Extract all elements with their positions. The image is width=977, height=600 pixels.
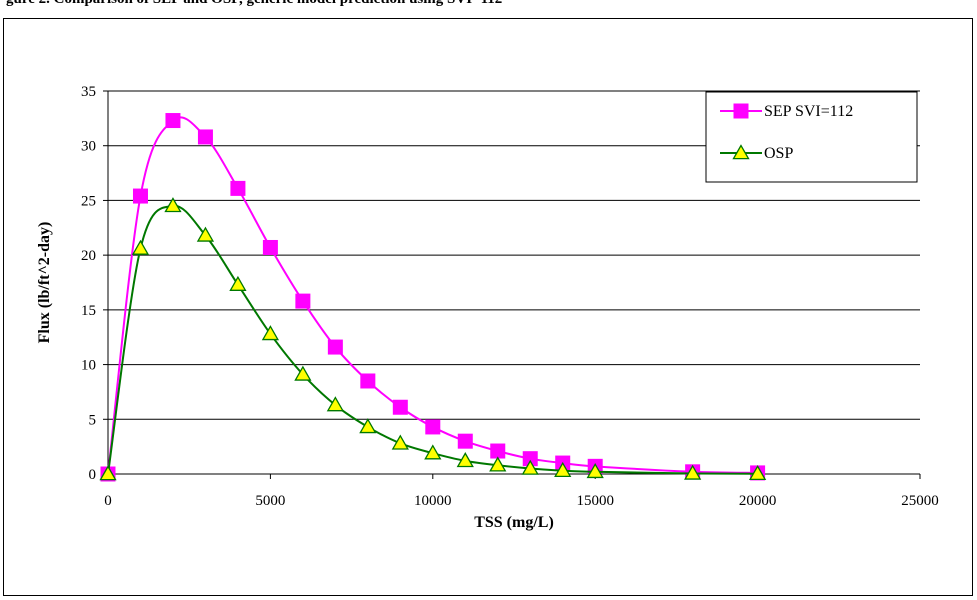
x-tick-label: 10000 [414,493,452,509]
legend-label: OSP [764,145,793,162]
data-point [230,180,246,196]
x-tick-label: 20000 [739,493,777,509]
series-osp [99,197,767,481]
figure-caption: gure 2. Comparison of SEP and OSP, gener… [6,0,502,8]
y-tick-label: 15 [81,303,96,319]
series [99,113,767,482]
legend-label: SEP SVI=112 [764,103,853,120]
data-point [521,459,539,475]
x-tick-label: 5000 [255,493,285,509]
data-point [196,226,215,242]
data-point [554,461,572,477]
y-tick-label: 35 [81,84,96,100]
data-point [99,465,117,481]
data-point [261,325,280,341]
y-tick-label: 0 [89,467,97,483]
data-point [489,456,507,472]
y-tick-label: 5 [89,412,97,428]
data-point [456,452,474,468]
data-point [457,433,473,449]
data-point [360,373,376,389]
y-tick-label: 30 [81,139,96,155]
x-tick-label: 0 [104,493,112,509]
data-point [262,239,278,255]
gridlines [108,90,920,420]
legend-marker [733,103,749,119]
data-point [197,129,213,145]
tick-labels: 0 5 10 15 20 25 30 35 0 5000 10000 15000 20000 25000 [81,84,939,509]
data-point [424,444,442,460]
data-point [684,464,702,480]
data-point [164,197,182,213]
x-tick-label: 25000 [901,493,939,509]
data-point [132,188,148,204]
y-tick-label: 20 [81,248,96,264]
data-point [391,434,409,450]
data-point [327,339,343,355]
data-point [229,275,247,291]
data-point [131,239,150,255]
data-point [294,365,312,381]
y-tick-label: 25 [81,193,96,209]
legend-item: OSP [720,144,793,162]
x-axis-title: TSS (mg/L) [474,514,554,531]
chart-frame [3,18,973,596]
legend: SEP SVI=112 OSP [705,91,918,183]
y-tick-label: 10 [81,358,96,374]
legend-item: SEP SVI=112 [720,103,853,120]
y-axis-title: Flux (lb/ft^2-day) [36,222,53,344]
data-point [326,396,344,412]
data-point [586,463,604,479]
data-point [392,399,408,415]
legend-marker [732,144,750,160]
data-point [359,418,377,434]
x-tick-label: 15000 [576,493,614,509]
data-point [490,443,506,459]
data-point [425,419,441,435]
data-point [295,293,311,309]
series-sep [100,113,766,482]
data-point [748,464,767,481]
data-point [165,113,181,129]
